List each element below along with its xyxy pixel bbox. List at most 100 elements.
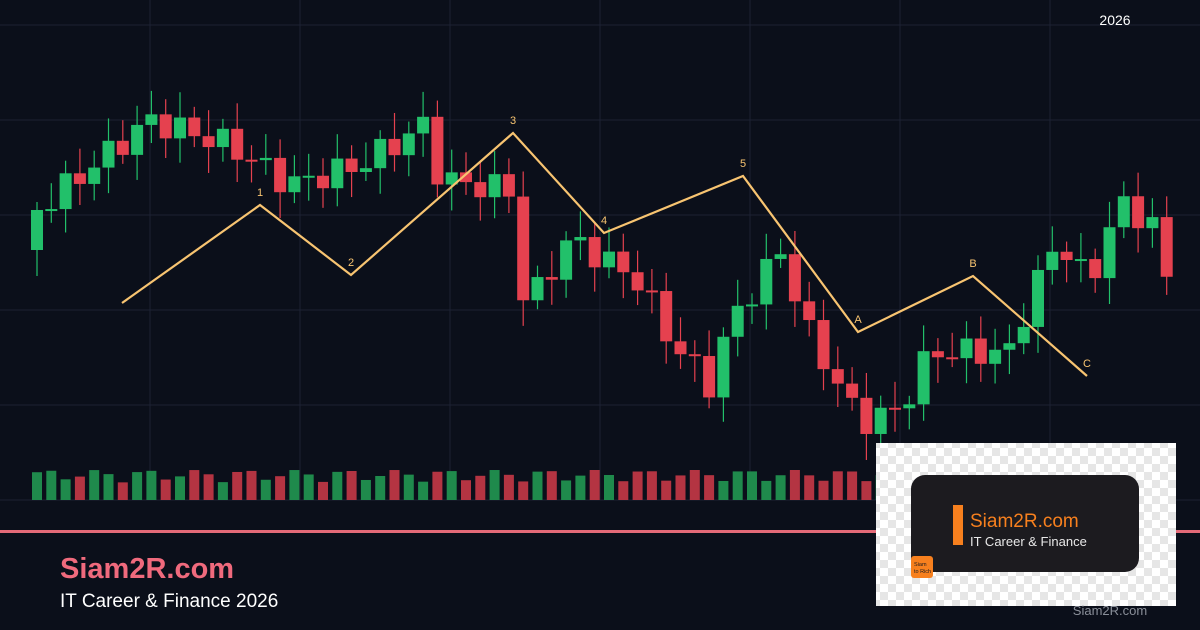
candle-body <box>302 175 315 178</box>
wave-label: 4 <box>601 215 607 227</box>
candle-body <box>889 407 901 410</box>
volume-bar <box>332 471 343 500</box>
logo-title: Siam2R.com <box>970 511 1079 532</box>
volume-bar <box>847 471 858 500</box>
candle-body <box>1074 259 1087 262</box>
volume-bar <box>546 471 557 500</box>
volume-bar <box>689 470 700 500</box>
volume-bar <box>103 474 114 500</box>
volume-bar <box>775 475 786 500</box>
candle-body <box>359 168 372 172</box>
wave-label: 1 <box>257 187 263 199</box>
volume-bar <box>303 474 314 500</box>
candle-body <box>603 251 615 268</box>
candle-body <box>259 157 272 161</box>
volume-bar <box>861 481 872 500</box>
candle-body <box>774 254 787 259</box>
candle-body <box>974 338 987 364</box>
candle-body <box>388 138 401 156</box>
candle-body <box>1003 343 1016 350</box>
wave-label: C <box>1083 358 1091 370</box>
candle-body <box>159 114 172 139</box>
candle-body <box>1160 217 1173 277</box>
candle-body <box>703 356 716 398</box>
candle-body <box>402 133 415 156</box>
volume-bar <box>446 471 457 500</box>
volume-bar <box>604 474 614 500</box>
year-label: 2026 <box>1099 12 1130 28</box>
logo-badge <box>911 556 933 578</box>
volume-bar <box>89 470 100 500</box>
candle-body <box>717 336 730 398</box>
volume-bar <box>818 480 829 500</box>
volume-bar <box>804 475 815 500</box>
candle-body <box>960 338 973 359</box>
volume-bar <box>60 479 71 500</box>
candle-body <box>317 175 329 189</box>
volume-bar <box>418 481 429 500</box>
volume-bar <box>432 471 443 500</box>
wave-label: 3 <box>510 115 516 127</box>
volume-bar <box>375 475 386 500</box>
candle-body <box>746 304 758 307</box>
candle-body <box>1146 217 1159 229</box>
candle-body <box>831 369 844 384</box>
candle-body <box>1060 251 1073 261</box>
volume-bar <box>589 470 600 500</box>
candle-body <box>1046 251 1059 270</box>
candle-body <box>474 182 487 198</box>
badge-text: Siam <box>914 562 927 568</box>
candle-body <box>417 116 430 134</box>
candle-body <box>174 117 186 139</box>
candle-body <box>45 209 58 212</box>
volume-bar <box>403 474 414 500</box>
volume-bar <box>246 470 257 500</box>
candle-body <box>345 158 358 172</box>
volume-bar <box>74 476 85 500</box>
candle-body <box>88 167 101 184</box>
candle-body <box>574 237 587 241</box>
candle-body <box>946 357 959 360</box>
candle-body <box>688 354 701 357</box>
wave-label: B <box>969 258 976 270</box>
candle-body <box>1017 326 1030 344</box>
volume-bar <box>718 480 729 500</box>
volume-bar <box>618 481 629 500</box>
candle-body <box>460 172 472 183</box>
candle-body <box>145 114 158 125</box>
volume-bar <box>160 479 171 500</box>
volume-bar <box>275 476 286 500</box>
candle-body <box>903 404 916 409</box>
candle-body <box>803 301 816 321</box>
candle-body <box>102 140 115 168</box>
candle-body <box>860 397 873 434</box>
candle-body <box>1032 269 1044 327</box>
candle-body <box>846 383 859 398</box>
candle-body <box>617 251 630 273</box>
volume-bar <box>789 470 800 500</box>
candle-body <box>931 351 944 358</box>
candle-body <box>989 349 1002 364</box>
volume-bar <box>461 480 471 500</box>
candle-body <box>231 128 244 160</box>
candle-body <box>502 174 515 197</box>
candle-body <box>545 277 558 280</box>
volume-bar <box>175 476 185 500</box>
wave-label: 5 <box>740 158 746 170</box>
volume-bar <box>260 479 271 500</box>
candle-body <box>631 272 644 291</box>
candle-body <box>116 140 129 155</box>
watermark: Siam2R.com <box>1073 603 1147 618</box>
candle-body <box>188 117 201 137</box>
candle-body <box>73 173 86 184</box>
wave-label: A <box>854 314 862 326</box>
candle-body <box>216 128 229 148</box>
volume-bar <box>832 471 843 500</box>
candle-body <box>131 124 144 155</box>
candle-body <box>788 254 801 302</box>
volume-bar <box>489 470 500 500</box>
logo-card <box>911 475 1139 572</box>
volume-bar <box>217 482 228 500</box>
volume-bar <box>575 475 586 500</box>
footer-title: Siam2R.com <box>60 553 234 585</box>
